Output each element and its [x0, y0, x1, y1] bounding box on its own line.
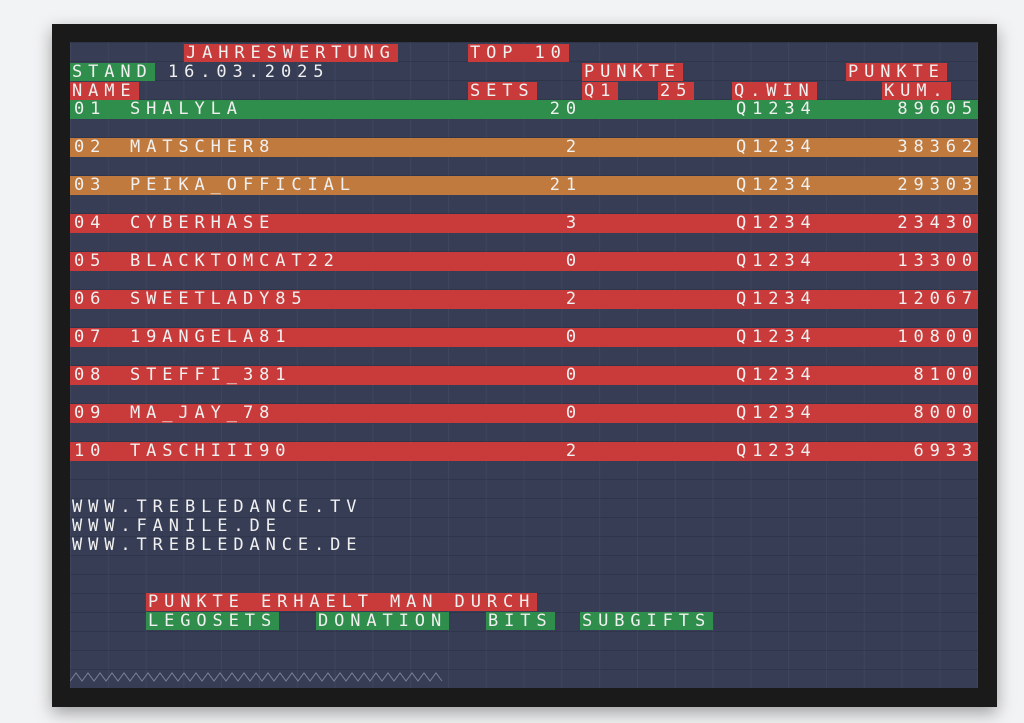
kum-label: KUM.	[882, 81, 951, 101]
qwin-cell: Q1234	[736, 441, 817, 461]
qwin-cell: Q1234	[736, 403, 817, 423]
kum-cell: 13300	[897, 251, 978, 271]
qwin-cell: Q1234	[736, 365, 817, 385]
kum-cell: 38362	[897, 137, 978, 157]
kum-cell: 89605	[897, 99, 978, 119]
kum-cell: 29303	[897, 175, 978, 195]
column-name-header: NAME	[70, 81, 139, 101]
link-fanile-de: WWW.FANILE.DE	[72, 516, 282, 536]
rank-cell: 07	[74, 327, 107, 347]
scoreboard: JAHRESWERTUNG TOP 10 STAND 16.03.2025 PU…	[70, 42, 978, 688]
sets-cell: 0	[565, 365, 582, 385]
kum-cell: 10800	[897, 327, 978, 347]
zigzag-decoration	[70, 672, 443, 682]
sets-cell: 0	[565, 327, 582, 347]
name-cell: SHALYLA	[130, 99, 243, 119]
sets-cell: 2	[565, 441, 582, 461]
table-row: 05 BLACKTOMCAT22 0 Q1234 13300	[70, 252, 978, 271]
link-trebledance-tv: WWW.TREBLEDANCE.TV	[72, 497, 363, 517]
kum-cell: 12067	[897, 289, 978, 309]
sets-cell: 21	[549, 175, 582, 195]
rank-cell: 06	[74, 289, 107, 309]
rank-cell: 08	[74, 365, 107, 385]
q1-value: 25	[658, 81, 695, 101]
table-row: 08 STEFFI_381 0 Q1234 8100	[70, 366, 978, 385]
kum-cell: 6933	[913, 441, 978, 461]
name-cell: CYBERHASE	[130, 213, 276, 233]
name-cell: SWEETLADY85	[130, 289, 308, 309]
source-legosets: LEGOSETS	[146, 611, 280, 631]
source-bits: BITS	[486, 611, 555, 631]
qwin-cell: Q1234	[736, 175, 817, 195]
punkte-q1-label: PUNKTE	[582, 62, 683, 82]
table-row: 06 SWEETLADY85 2 Q1234 12067	[70, 290, 978, 309]
name-cell: BLACKTOMCAT22	[130, 251, 340, 271]
kum-cell: 8100	[913, 365, 978, 385]
link-trebledance-de: WWW.TREBLEDANCE.DE	[72, 535, 363, 555]
qwin-cell: Q1234	[736, 251, 817, 271]
board-subtitle: TOP 10	[468, 43, 569, 63]
points-info-text: PUNKTE ERHAELT MAN DURCH	[146, 592, 538, 612]
rank-cell: 01	[74, 99, 107, 119]
sets-cell: 3	[565, 213, 582, 233]
name-cell: STEFFI_381	[130, 365, 292, 385]
source-subgifts: SUBGIFTS	[580, 611, 714, 631]
name-cell: PEIKA_OFFICIAL	[130, 175, 356, 195]
name-cell: 19ANGELA81	[130, 327, 292, 347]
qwin-cell: Q1234	[736, 289, 817, 309]
rank-cell: 04	[74, 213, 107, 233]
kum-cell: 23430	[897, 213, 978, 233]
stand-label: STAND	[70, 62, 155, 82]
name-cell: MATSCHER8	[130, 137, 276, 157]
name-cell: MA_JAY_78	[130, 403, 276, 423]
table-row: 02 MATSCHER8 2 Q1234 38362	[70, 138, 978, 157]
rank-cell: 09	[74, 403, 107, 423]
sets-cell: 20	[549, 99, 582, 119]
table-row: 04 CYBERHASE 3 Q1234 23430	[70, 214, 978, 233]
table-row: 01 SHALYLA 20 Q1234 89605	[70, 100, 978, 119]
stand-date: 16.03.2025	[168, 62, 330, 82]
qwin-cell: Q1234	[736, 99, 817, 119]
sets-cell: 0	[565, 251, 582, 271]
source-donation: DONATION	[316, 611, 450, 631]
kum-cell: 8000	[913, 403, 978, 423]
rank-cell: 05	[74, 251, 107, 271]
table-row: 10 TASCHIII90 2 Q1234 6933	[70, 442, 978, 461]
qwin-cell: Q1234	[736, 213, 817, 233]
table-row: 09 MA_JAY_78 0 Q1234 8000	[70, 404, 978, 423]
board-title: JAHRESWERTUNG	[184, 43, 398, 63]
rank-cell: 02	[74, 137, 107, 157]
qwin-cell: Q1234	[736, 327, 817, 347]
table-row: 07 19ANGELA81 0 Q1234 10800	[70, 328, 978, 347]
punkte-kum-label: PUNKTE	[846, 62, 947, 82]
sets-cell: 0	[565, 403, 582, 423]
column-qwin-header: Q.WIN	[732, 81, 817, 101]
q1-label: Q1	[582, 81, 619, 101]
name-cell: TASCHIII90	[130, 441, 292, 461]
qwin-cell: Q1234	[736, 137, 817, 157]
column-sets-header: SETS	[468, 81, 537, 101]
rank-cell: 10	[74, 441, 107, 461]
table-row: 03 PEIKA_OFFICIAL 21 Q1234 29303	[70, 176, 978, 195]
sets-cell: 2	[565, 137, 582, 157]
sets-cell: 2	[565, 289, 582, 309]
rank-cell: 03	[74, 175, 107, 195]
